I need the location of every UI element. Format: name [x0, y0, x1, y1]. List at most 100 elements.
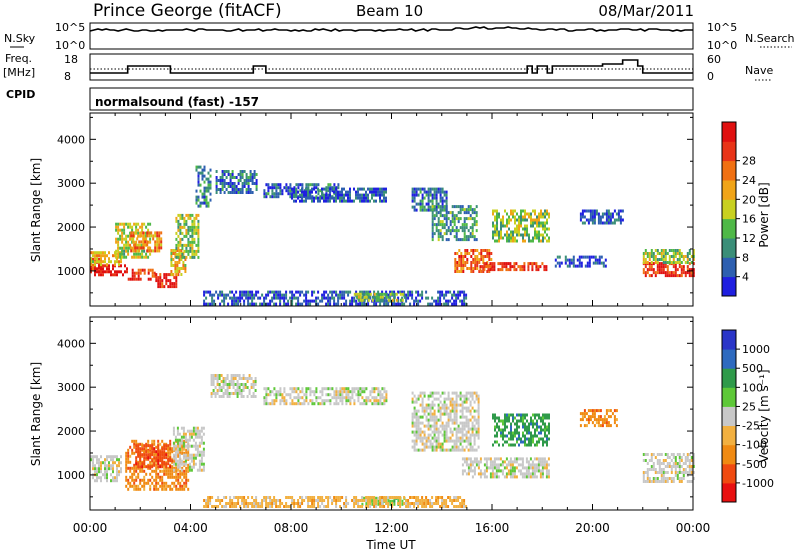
heatmap-cell: [692, 477, 695, 480]
heatmap-cell: [96, 467, 98, 471]
heatmap-cell: [311, 299, 314, 303]
heatmap-cell: [660, 468, 663, 471]
heatmap-cell: [291, 296, 294, 300]
heatmap-cell: [542, 440, 544, 444]
heatmap-cell: [417, 187, 420, 191]
heatmap-cell: [513, 466, 516, 470]
heatmap-cell: [488, 252, 491, 255]
heatmap-cell: [516, 425, 518, 429]
heatmap-cell: [664, 480, 667, 483]
heatmap-cell: [680, 471, 683, 474]
heatmap-cell: [538, 224, 540, 228]
heatmap-cell: [145, 234, 148, 238]
heatmap-cell: [594, 255, 597, 259]
heatmap-cell: [674, 261, 677, 264]
heatmap-cell: [243, 499, 246, 502]
heatmap-cell: [333, 393, 336, 397]
heatmap-cell: [203, 186, 206, 190]
heatmap-cell: [114, 476, 116, 480]
heatmap-cell: [451, 296, 454, 300]
heatmap-cell: [167, 462, 170, 466]
heatmap-cell: [193, 237, 196, 241]
heatmap-cell: [90, 270, 92, 274]
heatmap-cell: [315, 390, 318, 394]
heatmap-cell: [367, 290, 370, 294]
heatmap-cell: [589, 215, 592, 219]
heatmap-cell: [516, 230, 518, 234]
heatmap-cell: [423, 190, 426, 194]
heatmap-cell: [299, 189, 302, 193]
heatmap-cell: [474, 261, 477, 264]
heatmap-cell: [591, 212, 594, 216]
heatmap-cell: [311, 402, 314, 406]
heatmap-cell: [239, 293, 242, 297]
heatmap-cell: [621, 209, 624, 213]
heatmap-cell: [451, 439, 454, 443]
heatmap-cell: [227, 182, 230, 185]
heatmap-cell: [341, 196, 343, 200]
heatmap-cell: [150, 249, 153, 253]
heatmap-cell: [650, 480, 653, 483]
heatmap-cell: [476, 255, 479, 258]
heatmap-cell: [489, 472, 492, 476]
heatmap-cell: [242, 389, 245, 392]
heatmap-cell: [137, 243, 140, 247]
heatmap-cell: [313, 496, 316, 499]
heatmap-cell: [425, 415, 428, 419]
heatmap-cell: [473, 208, 476, 212]
heatmap-cell: [544, 440, 546, 444]
heatmap-cell: [149, 466, 152, 470]
heatmap-cell: [205, 198, 208, 202]
heatmap-cell: [231, 188, 234, 191]
heatmap-cell: [393, 302, 396, 306]
heatmap-cell: [648, 255, 651, 258]
heatmap-cell: [457, 427, 460, 431]
heatmap-cell: [341, 190, 343, 194]
heatmap-cell: [465, 400, 468, 404]
heatmap-cell: [609, 221, 612, 225]
heatmap-cell: [242, 395, 245, 398]
heatmap-cell: [427, 427, 430, 431]
heatmap-cell: [327, 393, 330, 397]
heatmap-cell: [510, 212, 512, 216]
heatmap-cell: [546, 218, 548, 222]
heatmap-cell: [293, 195, 296, 199]
heatmap-cell: [171, 465, 174, 469]
heatmap-cell: [475, 238, 478, 242]
heatmap-cell: [537, 469, 540, 473]
heatmap-cell: [423, 442, 426, 446]
heatmap-cell: [199, 171, 202, 175]
heatmap-cell: [225, 505, 228, 508]
heatmap-cell: [359, 402, 362, 406]
heatmap-cell: [149, 484, 152, 488]
heatmap-cell: [506, 218, 508, 222]
heatmap-cell: [233, 299, 236, 303]
heatmap-cell: [167, 469, 170, 473]
heatmap-cell: [465, 293, 468, 297]
heatmap-cell: [533, 262, 536, 266]
heatmap-cell: [247, 302, 250, 306]
heatmap-cell: [119, 228, 122, 232]
heatmap-cell: [500, 218, 502, 222]
heatmap-cell: [132, 234, 135, 238]
heatmap-cell: [544, 236, 546, 240]
heatmap-cell: [646, 474, 649, 477]
heatmap-cell: [451, 217, 454, 221]
heatmap-cell: [230, 374, 233, 377]
heatmap-cell: [544, 215, 546, 219]
heatmap-cell: [385, 290, 388, 294]
heatmap-cell: [461, 406, 464, 410]
heatmap-cell: [373, 390, 376, 394]
heatmap-cell: [670, 453, 673, 456]
heatmap-cell: [353, 496, 356, 499]
heatmap-cell: [541, 463, 544, 467]
heatmap-cell: [599, 218, 602, 222]
heatmap-cell: [548, 212, 550, 216]
heatmap-cell: [461, 427, 464, 431]
heatmap-cell: [534, 236, 536, 240]
heatmap-cell: [672, 274, 675, 278]
heatmap-cell: [598, 255, 601, 259]
heatmap-cell: [469, 412, 472, 416]
heatmap-cell: [269, 402, 272, 406]
heatmap-cell: [165, 444, 168, 448]
